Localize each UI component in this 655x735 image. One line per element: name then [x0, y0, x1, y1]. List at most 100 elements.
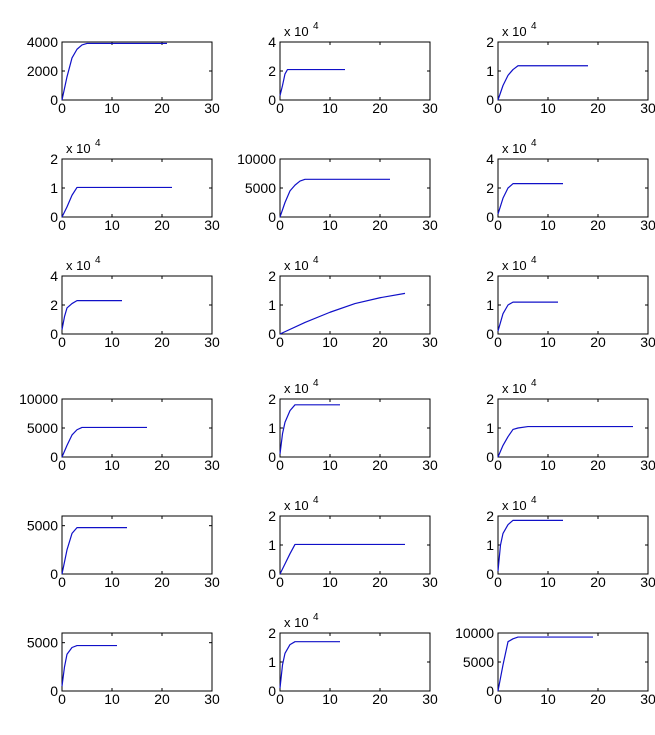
x-tick-label: 10 — [322, 691, 338, 707]
x-tick-label: 30 — [204, 574, 220, 590]
y-tick-label: 5000 — [27, 518, 58, 534]
exponent-power: 4 — [95, 138, 101, 149]
y-tick-label: 1 — [486, 297, 494, 313]
x-tick-label: 10 — [322, 574, 338, 590]
x-tick-label: 30 — [640, 691, 655, 707]
axes-box — [279, 398, 431, 458]
y-tick-label: 0 — [50, 209, 58, 225]
x-tick-label: 20 — [154, 574, 170, 590]
exponent-label: x 10 — [284, 498, 309, 513]
exponent-label: x 10 — [284, 24, 309, 39]
series-line-1 — [61, 526, 127, 575]
y-tick-label: 0 — [486, 92, 494, 108]
subplot-1: 0 10 20 30 0 2000 4000 — [27, 34, 220, 116]
y-tick-label: 4 — [50, 268, 58, 284]
subplot-7: 0 10 20 30 0 2 4 x 10 4 — [50, 255, 220, 350]
exponent-power: 4 — [313, 495, 319, 506]
series-line-1 — [497, 65, 588, 101]
x-tick-label: 0 — [494, 457, 502, 473]
y-tick-label: 2 — [50, 151, 58, 167]
x-tick-label: 20 — [154, 334, 170, 350]
y-tick-label: 10000 — [19, 391, 58, 407]
x-tick-label: 0 — [494, 691, 502, 707]
y-tick-label: 2000 — [27, 63, 58, 79]
x-tick-label: 0 — [58, 217, 66, 233]
x-tick-label: 20 — [154, 100, 170, 116]
subplot-17: 0 10 20 30 0 1 2 x 10 4 — [268, 612, 438, 707]
subplot-10: 0 10 20 30 0 5000 10000 — [19, 391, 220, 473]
y-tick-label: 1 — [486, 537, 494, 553]
series-line-1 — [497, 425, 633, 458]
x-tick-label: 30 — [204, 100, 220, 116]
series-line-1 — [61, 186, 172, 218]
series-line-1 — [61, 42, 167, 101]
exponent-power: 4 — [531, 378, 537, 389]
y-tick-label: 1 — [268, 297, 276, 313]
x-tick-label: 20 — [590, 691, 606, 707]
x-tick-label: 10 — [540, 334, 556, 350]
y-tick-label: 2 — [268, 268, 276, 284]
y-tick-label: 0 — [486, 326, 494, 342]
x-tick-label: 30 — [422, 691, 438, 707]
series-line-1 — [497, 519, 563, 572]
y-tick-label: 4000 — [27, 34, 58, 50]
series-line-1 — [497, 183, 563, 215]
subplot-11: 0 10 20 30 0 1 2 x 10 4 — [268, 378, 438, 473]
exponent-label: x 10 — [502, 381, 527, 396]
series-line-1 — [279, 404, 340, 455]
subplot-14: 0 10 20 30 0 1 2 x 10 4 — [268, 495, 438, 590]
series-line-1 — [61, 426, 147, 458]
y-tick-label: 0 — [268, 209, 276, 225]
exponent-label: x 10 — [284, 381, 309, 396]
x-tick-label: 10 — [104, 217, 120, 233]
series-line-1 — [279, 178, 390, 218]
exponent-label: x 10 — [66, 141, 91, 156]
x-tick-label: 20 — [372, 457, 388, 473]
x-tick-label: 10 — [540, 691, 556, 707]
x-tick-label: 10 — [104, 457, 120, 473]
x-tick-label: 20 — [590, 334, 606, 350]
y-tick-label: 4 — [268, 34, 276, 50]
x-tick-label: 20 — [154, 457, 170, 473]
x-tick-label: 10 — [322, 457, 338, 473]
y-tick-label: 10000 — [455, 625, 494, 641]
y-tick-label: 2 — [486, 508, 494, 524]
y-tick-label: 2 — [268, 391, 276, 407]
y-tick-label: 0 — [268, 92, 276, 108]
series-line-1 — [61, 644, 117, 687]
x-tick-label: 30 — [422, 574, 438, 590]
x-tick-label: 10 — [104, 574, 120, 590]
y-tick-label: 5000 — [463, 654, 494, 670]
x-tick-label: 20 — [154, 691, 170, 707]
x-tick-label: 0 — [494, 574, 502, 590]
y-tick-label: 0 — [486, 449, 494, 465]
exponent-label: x 10 — [284, 615, 309, 630]
subplot-16: 0 10 20 30 0 5000 — [27, 632, 220, 707]
subplot-6: 0 10 20 30 0 2 4 x 10 4 — [486, 138, 655, 233]
x-tick-label: 30 — [640, 100, 655, 116]
y-tick-label: 0 — [50, 449, 58, 465]
x-tick-label: 0 — [58, 457, 66, 473]
axes-box — [497, 41, 649, 101]
x-tick-label: 30 — [204, 334, 220, 350]
y-tick-label: 2 — [486, 180, 494, 196]
x-tick-label: 30 — [422, 457, 438, 473]
axes-box — [497, 632, 649, 692]
series-line-1 — [279, 641, 340, 689]
x-tick-label: 10 — [104, 691, 120, 707]
exponent-label: x 10 — [502, 141, 527, 156]
x-tick-label: 0 — [276, 457, 284, 473]
x-tick-label: 20 — [590, 217, 606, 233]
y-tick-label: 2 — [486, 391, 494, 407]
y-tick-label: 2 — [268, 63, 276, 79]
subplot-9: 0 10 20 30 0 1 2 x 10 4 — [486, 255, 655, 350]
y-tick-label: 2 — [268, 508, 276, 524]
y-tick-label: 0 — [50, 326, 58, 342]
x-tick-label: 10 — [540, 217, 556, 233]
x-tick-label: 20 — [372, 574, 388, 590]
y-tick-label: 1 — [486, 63, 494, 79]
x-tick-label: 0 — [494, 100, 502, 116]
x-tick-label: 10 — [540, 457, 556, 473]
exponent-power: 4 — [95, 255, 101, 266]
